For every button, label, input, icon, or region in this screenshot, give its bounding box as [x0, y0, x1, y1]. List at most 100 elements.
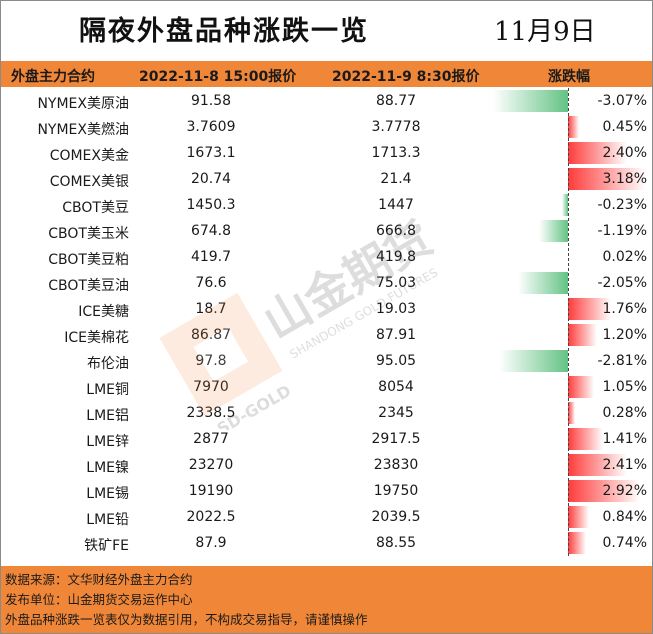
table-row: COMEX美银 20.74 21.4 3.18%	[1, 166, 652, 192]
footer-publisher: 发布单位：山金期货交易运作中心	[5, 592, 193, 607]
table-row: 布伦油 97.8 95.05 -2.81%	[1, 348, 652, 374]
report-date: 11月9日	[494, 17, 596, 47]
table-row: 铁矿FE 87.9 88.55 0.74%	[1, 530, 652, 556]
contract-name: LME锌	[86, 434, 129, 450]
curr-price: 19.03	[375, 301, 417, 317]
table-row: ICE美糖 18.7 19.03 1.76%	[1, 296, 652, 322]
change-percent: 2.40%	[602, 145, 647, 161]
prev-price: 87.9	[195, 535, 227, 551]
curr-price: 23830	[373, 457, 419, 473]
curr-price: 88.55	[375, 535, 417, 551]
curr-price: 3.7778	[371, 119, 421, 135]
table-header: 外盘主力合约 2022-11-8 15:00报价 2022-11-9 8:30报…	[1, 61, 652, 87]
change-bar	[568, 376, 594, 398]
table-row: LME镍 23270 23830 2.41%	[1, 452, 652, 478]
curr-price: 419.8	[375, 249, 417, 265]
curr-price: 666.8	[375, 223, 417, 239]
change-bar	[568, 298, 612, 320]
change-percent: 3.18%	[602, 171, 647, 187]
header-prev-price: 2022-11-8 15:00报价	[139, 69, 297, 85]
prev-price: 7970	[193, 379, 229, 395]
contract-name: ICE美棉花	[64, 330, 129, 346]
prev-price: 1673.1	[186, 145, 236, 161]
change-bar	[568, 116, 580, 138]
curr-price: 2917.5	[371, 431, 421, 447]
contract-name: LME铅	[86, 512, 129, 528]
contract-name: LME铝	[86, 408, 129, 424]
header-contract: 外盘主力合约	[11, 69, 95, 85]
contract-name: CBOT美豆粕	[48, 252, 129, 268]
table-row: NYMEX美原油 91.58 88.77 -3.07%	[1, 88, 652, 114]
change-percent: 2.41%	[602, 457, 647, 473]
change-bar	[568, 402, 575, 424]
contract-name: NYMEX美原油	[37, 96, 129, 112]
header-curr-price: 2022-11-9 8:30报价	[332, 69, 480, 85]
curr-price: 19750	[373, 483, 419, 499]
change-percent: 1.41%	[602, 431, 647, 447]
change-percent: 0.02%	[602, 249, 647, 265]
table-row: LME锡 19190 19750 2.92%	[1, 478, 652, 504]
change-percent: -3.07%	[597, 93, 647, 109]
contract-name: COMEX美银	[49, 174, 129, 190]
change-percent: -2.05%	[597, 275, 647, 291]
change-bar	[568, 142, 627, 164]
prev-price: 1450.3	[186, 197, 236, 213]
contract-name: NYMEX美燃油	[37, 122, 129, 138]
table-row: CBOT美豆油 76.6 75.03 -2.05%	[1, 270, 652, 296]
prev-price: 3.7609	[186, 119, 236, 135]
contract-name: LME铜	[86, 382, 129, 398]
contract-name: ICE美糖	[78, 304, 129, 320]
curr-price: 87.91	[375, 327, 417, 343]
table-row: LME铜 7970 8054 1.05%	[1, 374, 652, 400]
table-row: LME铅 2022.5 2039.5 0.84%	[1, 504, 652, 530]
change-percent: 1.05%	[602, 379, 647, 395]
footer: 数据来源：文华财经外盘主力合约 发布单位：山金期货交易运作中心 外盘品种涨跌一览…	[1, 566, 652, 633]
table-row: LME锌 2877 2917.5 1.41%	[1, 426, 652, 452]
table-row: CBOT美玉米 674.8 666.8 -1.19%	[1, 218, 652, 244]
prev-price: 2877	[193, 431, 229, 447]
change-percent: 1.76%	[602, 301, 647, 317]
change-bar	[568, 324, 598, 346]
curr-price: 95.05	[375, 353, 417, 369]
change-bar	[492, 90, 568, 112]
contract-name: LME镍	[86, 460, 129, 476]
curr-price: 2345	[378, 405, 414, 421]
change-percent: 0.45%	[602, 119, 647, 135]
curr-price: 88.77	[375, 93, 417, 109]
change-bar	[562, 194, 568, 216]
table-row: COMEX美金 1673.1 1713.3 2.40%	[1, 140, 652, 166]
change-percent: 2.92%	[602, 483, 647, 499]
contract-name: 铁矿FE	[84, 538, 129, 554]
table-row: ICE美棉花 86.87 87.91 1.20%	[1, 322, 652, 348]
change-percent: 1.20%	[602, 327, 647, 343]
table-row: NYMEX美燃油 3.7609 3.7778 0.45%	[1, 114, 652, 140]
curr-price: 1447	[378, 197, 414, 213]
footer-disclaimer: 外盘品种涨跌一览表仅为数据引用，不构成交易指导，请谨慎操作	[5, 612, 368, 627]
footer-source: 数据来源：文华财经外盘主力合约	[5, 572, 193, 587]
table-row: CBOT美豆 1450.3 1447 -0.23%	[1, 192, 652, 218]
curr-price: 2039.5	[371, 509, 421, 525]
prev-price: 19190	[188, 483, 234, 499]
contract-name: CBOT美豆油	[48, 278, 129, 294]
table-row: LME铝 2338.5 2345 0.28%	[1, 400, 652, 426]
change-bar	[568, 454, 628, 476]
prev-price: 23270	[188, 457, 234, 473]
prev-price: 419.7	[190, 249, 232, 265]
prev-price: 2338.5	[186, 405, 236, 421]
change-percent: -1.19%	[597, 223, 647, 239]
header-change: 涨跌幅	[548, 69, 590, 85]
contract-name: 布伦油	[87, 356, 129, 372]
contract-name: COMEX美金	[49, 148, 129, 164]
prev-price: 86.87	[190, 327, 232, 343]
change-percent: 0.84%	[602, 509, 647, 525]
curr-price: 75.03	[375, 275, 417, 291]
page-title: 隔夜外盘品种涨跌一览	[79, 16, 369, 47]
contract-name: CBOT美豆	[62, 200, 129, 216]
change-bar	[568, 480, 640, 502]
prev-price: 18.7	[195, 301, 227, 317]
contract-name: LME锡	[86, 486, 129, 502]
prev-price: 674.8	[190, 223, 232, 239]
prev-price: 97.8	[195, 353, 227, 369]
change-bar	[538, 220, 568, 242]
prev-price: 2022.5	[186, 509, 236, 525]
